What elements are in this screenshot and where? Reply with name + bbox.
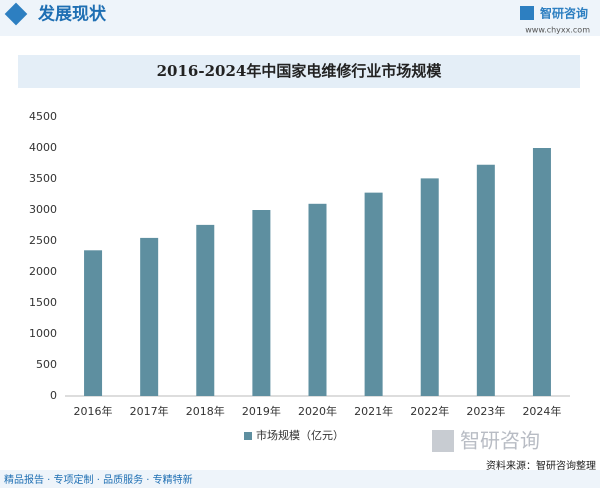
x-tick-label: 2018年 (186, 404, 225, 418)
title-band (18, 55, 580, 88)
y-tick-label: 2000 (29, 265, 57, 278)
bar (196, 224, 215, 396)
x-tick-label: 2023年 (466, 404, 505, 418)
bar (308, 203, 327, 396)
bar (476, 164, 495, 396)
y-tick-label: 2500 (29, 234, 57, 247)
x-tick-label: 2016年 (74, 404, 113, 418)
header-title: 发展现状 (37, 4, 107, 25)
x-tick-label: 2024年 (522, 404, 561, 418)
bar (532, 148, 551, 396)
y-tick-label: 4000 (29, 141, 57, 154)
bar (420, 178, 439, 396)
y-tick-label: 4500 (29, 110, 57, 123)
header-band (0, 0, 600, 36)
bar (84, 250, 103, 396)
footer-logo: 智研咨询 (460, 429, 540, 453)
y-tick-label: 0 (50, 389, 57, 402)
bar (252, 210, 271, 396)
header-logo: 智研咨询 (539, 6, 588, 21)
x-tick-label: 2017年 (130, 404, 169, 418)
y-tick-label: 1500 (29, 296, 57, 309)
bar (140, 237, 159, 396)
y-tick-label: 3500 (29, 172, 57, 185)
footer-source: 资料来源：智研咨询整理 (486, 459, 596, 472)
x-tick-label: 2022年 (410, 404, 449, 418)
plot: 0 500 1000 1500 2000 2500 3000 3500 4000 4500 2016… (29, 110, 570, 442)
header-url: www.chyxx.com (525, 26, 590, 35)
x-tick-label: 2021年 (354, 404, 393, 418)
footer-slogan: 精品报告 · 专项定制 · 品质服务 · 专精特新 (4, 473, 193, 486)
legend-label: 市场规模（亿元） (256, 428, 344, 442)
x-tick-label: 2019年 (242, 404, 281, 418)
footer-logo-icon (432, 430, 454, 452)
chart-title: 2016-2024年中国家电维修行业市场规模 (157, 62, 443, 80)
x-tick-label: 2020年 (298, 404, 337, 418)
logo-icon (520, 6, 534, 20)
y-tick-label: 1000 (29, 327, 57, 340)
legend-swatch (244, 432, 252, 440)
y-tick-label: 500 (36, 358, 57, 371)
bar (364, 192, 383, 396)
footer-band (0, 470, 600, 488)
y-tick-label: 3000 (29, 203, 57, 216)
